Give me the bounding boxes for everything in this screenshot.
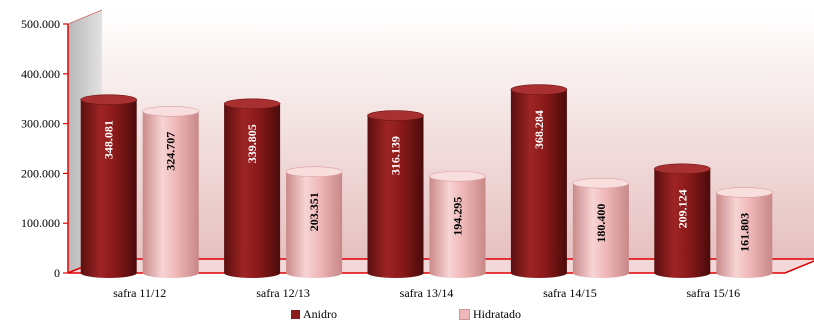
y-tick-label: 100.000 xyxy=(21,216,60,230)
bar-body xyxy=(80,99,137,278)
bar-body xyxy=(716,192,773,278)
bar-hidratado xyxy=(142,105,199,278)
bar-body xyxy=(224,103,281,279)
bar-body xyxy=(142,111,199,278)
data-label: 194.295 xyxy=(451,197,465,236)
data-label: 203.351 xyxy=(307,192,321,231)
bar-top xyxy=(80,94,137,105)
y-tick-label: 0 xyxy=(54,266,60,280)
bar-body xyxy=(429,176,486,278)
y-tick-label: 400.000 xyxy=(21,67,60,81)
bar-anidro xyxy=(367,110,424,278)
data-label: 339.805 xyxy=(245,124,259,163)
data-label: 209.124 xyxy=(675,189,689,228)
data-label: 368.284 xyxy=(532,110,546,149)
bar-body xyxy=(286,171,343,278)
bar-top xyxy=(429,170,486,182)
bar-anidro xyxy=(510,84,568,278)
bar-hidratado xyxy=(715,187,773,278)
x-tick-label: safra 12/13 xyxy=(256,286,310,300)
y-tick-label: 500.000 xyxy=(21,17,60,31)
bar-top xyxy=(715,187,773,198)
x-tick-label: safra 15/16 xyxy=(686,286,740,300)
legend-swatch-hidratado xyxy=(459,309,470,320)
bar-top xyxy=(653,163,711,175)
data-label: 348.081 xyxy=(102,120,116,159)
bar-hidratado xyxy=(572,177,630,278)
y-tick-label: 300.000 xyxy=(21,117,60,131)
x-tick-label: safra 14/15 xyxy=(543,286,597,300)
data-label: 180.400 xyxy=(594,204,608,243)
data-label: 324.707 xyxy=(164,132,178,171)
legend-item-hidratado: Hidratado xyxy=(459,307,521,322)
bar-hidratado xyxy=(285,166,343,278)
x-tick-label: safra 11/12 xyxy=(113,286,166,300)
bar-body xyxy=(572,183,629,278)
bar-body xyxy=(367,115,424,278)
y-tick-label: 200.000 xyxy=(21,166,60,180)
bar-anidro xyxy=(80,94,137,278)
side-top-edge xyxy=(67,9,103,25)
bar-top xyxy=(223,98,281,110)
legend-label-hidratado: Hidratado xyxy=(473,307,521,321)
x-tick-label: safra 13/14 xyxy=(400,286,454,300)
bar-top xyxy=(367,110,424,121)
bar-body xyxy=(654,168,711,278)
legend-swatch-anidro xyxy=(291,310,300,319)
data-label: 161.803 xyxy=(737,213,751,252)
data-label: 316.139 xyxy=(389,136,403,175)
bar-body xyxy=(510,89,567,278)
bar-top xyxy=(285,166,343,178)
bar-top xyxy=(572,177,630,189)
bar-anidro xyxy=(223,98,281,279)
legend: Anidro Hidratado xyxy=(0,307,814,325)
legend-label-anidro: Anidro xyxy=(303,307,337,321)
legend-item-anidro: Anidro xyxy=(291,307,337,322)
bar-anidro xyxy=(653,163,711,278)
bar-hidratado xyxy=(429,170,486,278)
bar-top xyxy=(510,84,568,95)
bar-top xyxy=(142,105,199,117)
